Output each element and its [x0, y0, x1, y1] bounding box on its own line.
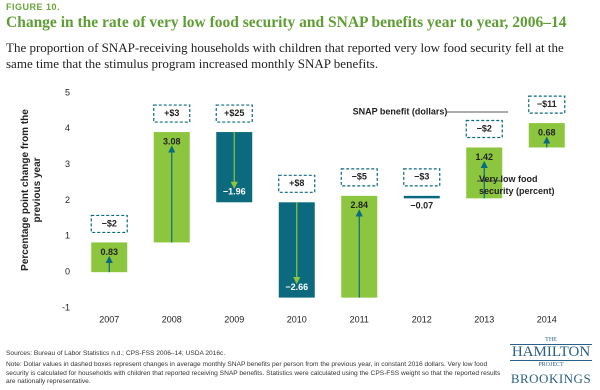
value-label: 0.68	[538, 127, 556, 137]
logo-text: THE	[545, 337, 557, 343]
benefit-box	[340, 168, 378, 187]
value-label: −0.07	[410, 201, 433, 211]
series-annotation: SNAP benefit (dollars)	[353, 106, 448, 116]
benefit-box	[403, 168, 441, 187]
value-label: 1.42	[475, 152, 493, 162]
subtitle: The proportion of SNAP-receiving househo…	[6, 40, 564, 71]
x-tick-label: 2008	[162, 314, 182, 324]
y-tick-label: 0	[65, 267, 70, 277]
benefit-box	[215, 104, 253, 123]
y-tick-label: 5	[65, 87, 70, 97]
source: Sources: Bureau of Labor Statistics n.d.…	[6, 350, 226, 357]
benefit-label: +$25	[224, 108, 244, 118]
chart-title: Change in the rate of very low food secu…	[6, 14, 567, 31]
note: Note: Dollar values in dashed boxes repr…	[6, 361, 501, 385]
benefit-box	[153, 104, 191, 123]
benefit-label: −$3	[414, 172, 429, 182]
x-tick-label: 2010	[287, 314, 307, 324]
y-axis-title: Percentage point change from theprevious…	[20, 109, 43, 271]
benefit-box	[90, 214, 128, 234]
series-annotation: Very low food security (percent)	[479, 174, 555, 196]
logo-text: HAMILTON	[510, 344, 592, 361]
y-tick-label: 1	[65, 231, 70, 241]
x-tick-label: 2013	[474, 314, 494, 324]
benefit-box	[528, 95, 566, 114]
value-label: 0.83	[100, 247, 118, 257]
benefit-label: +$3	[164, 108, 179, 118]
x-tick-label: 2009	[224, 314, 244, 324]
benefit-label: −$2	[477, 123, 492, 133]
figure-label: FIGURE 10.	[6, 2, 61, 12]
y-tick-label: -1	[62, 302, 70, 312]
logo-text: PROJECT	[538, 362, 564, 368]
benefit-label: −$5	[352, 172, 367, 182]
benefit-box	[278, 174, 316, 193]
value-label: 2.84	[350, 200, 368, 210]
value-label: −1.96	[223, 187, 246, 197]
y-tick-label: 3	[65, 159, 70, 169]
value-label: −2.66	[285, 282, 308, 292]
benefit-box	[465, 119, 503, 139]
benefit-label: −$11	[537, 99, 557, 109]
benefit-label: −$2	[102, 218, 117, 228]
x-tick-label: 2007	[99, 314, 119, 324]
logo-text: BROOKINGS	[510, 371, 592, 386]
x-tick-label: 2012	[412, 314, 432, 324]
logo: THE HAMILTON PROJECT BROOKINGS	[506, 337, 596, 385]
benefit-label: +$8	[289, 178, 304, 188]
y-tick-label: 2	[65, 195, 70, 205]
y-tick-label: 4	[65, 123, 70, 133]
bar	[403, 195, 440, 199]
x-tick-label: 2011	[350, 314, 369, 324]
x-tick-label: 2014	[537, 314, 557, 324]
value-label: 3.08	[163, 136, 181, 146]
